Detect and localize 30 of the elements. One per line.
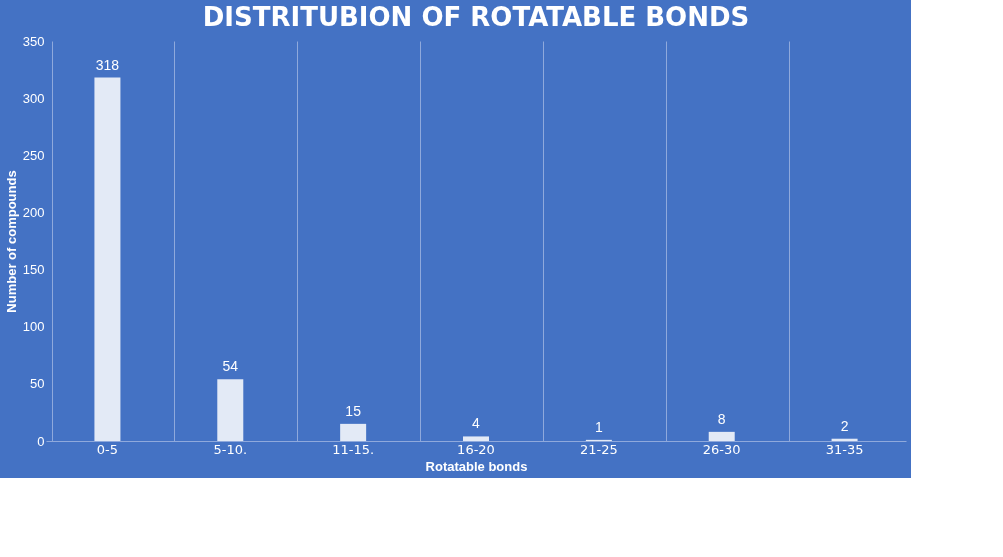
y-tick-label: 150 xyxy=(22,262,45,278)
x-tick-label: 11-15. xyxy=(332,441,375,457)
y-tick-label: 300 xyxy=(22,90,45,106)
data-label: 8 xyxy=(717,410,726,427)
data-label: 54 xyxy=(222,358,239,375)
y-tick-label: 50 xyxy=(30,376,45,392)
data-label: 318 xyxy=(95,56,120,73)
data-label: 1 xyxy=(594,418,603,435)
data-label: 2 xyxy=(840,417,849,434)
bar xyxy=(708,431,735,441)
data-label: 4 xyxy=(472,415,481,432)
data-label: 15 xyxy=(345,402,362,419)
x-tick-label: 5-10. xyxy=(213,441,248,457)
y-tick-label: 350 xyxy=(22,33,45,49)
bar xyxy=(340,423,367,441)
y-tick-label: 0 xyxy=(37,433,45,449)
y-axis-title: Number of compounds xyxy=(3,170,19,313)
x-tick-label: 31-35 xyxy=(825,441,864,457)
y-tick-label: 200 xyxy=(22,204,45,220)
x-tick-label: 16-20 xyxy=(457,441,495,457)
chart-title: DISTRITUBION OF ROTATABLE BONDS xyxy=(202,2,750,32)
bar xyxy=(94,77,121,441)
bar xyxy=(217,379,244,441)
x-axis-title: Rotatable bonds xyxy=(425,458,528,474)
x-tick-label: 26-30 xyxy=(702,441,741,457)
y-tick-label: 100 xyxy=(22,319,45,335)
bar xyxy=(463,436,489,441)
x-tick-label: 21-25 xyxy=(579,441,618,457)
y-tick-label: 250 xyxy=(22,147,45,163)
x-tick-label: 0-5 xyxy=(96,441,119,457)
